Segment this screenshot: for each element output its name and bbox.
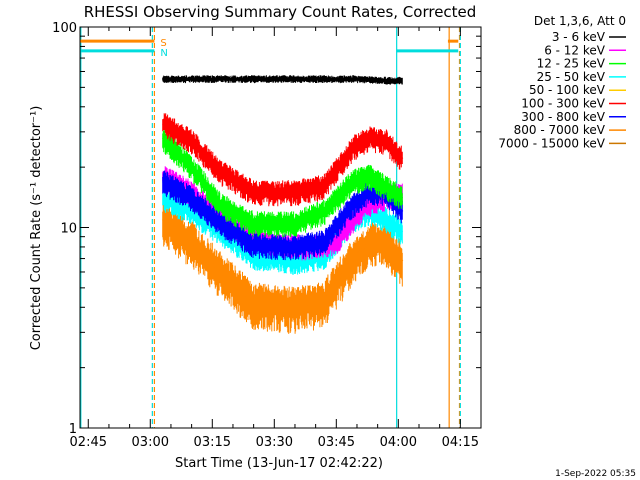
x-tick-label: 03:00 xyxy=(132,435,169,450)
legend-label: 3 - 6 keV xyxy=(552,30,606,44)
legend-label: 25 - 50 keV xyxy=(537,70,606,84)
footer-timestamp: 1-Sep-2022 05:35 xyxy=(555,469,636,479)
y-axis-label: Corrected Count Rate (s⁻¹ detector⁻¹) xyxy=(29,106,44,351)
x-tick-label: 03:15 xyxy=(194,435,231,450)
legend-label: 800 - 7000 keV xyxy=(514,123,606,137)
legend-label: 7000 - 15000 keV xyxy=(498,136,605,150)
axes: 1 10 100 02:45 03:00 03:15 03:30 03:45 04:00 04:1… xyxy=(52,21,482,450)
chart-title: RHESSI Observing Summary Count Rates, Co… xyxy=(84,3,477,21)
series-line-12-25- xyxy=(161,137,404,225)
legend-label: 12 - 25 keV xyxy=(537,57,606,71)
series-line-800-7000- xyxy=(162,218,404,309)
legend-label: 6 - 12 keV xyxy=(544,43,606,57)
y-tick-label: 1 xyxy=(69,422,77,437)
legend-label: 300 - 800 keV xyxy=(521,110,605,124)
series-line-3-6- xyxy=(162,78,403,82)
x-axis-label: Start Time (13-Jun-17 02:42:22) xyxy=(175,456,383,471)
x-tick-label: 03:45 xyxy=(318,435,355,450)
x-tick-label: 04:00 xyxy=(380,435,417,450)
y-tick-label: 10 xyxy=(60,222,77,237)
plot-data: SN xyxy=(80,27,461,428)
legend-title: Det 1,3,6, Att 0 xyxy=(534,14,626,28)
y-tick-label: 100 xyxy=(52,21,77,36)
legend-label: 50 - 100 keV xyxy=(529,83,606,97)
x-tick-label: 02:45 xyxy=(70,435,107,450)
x-tick-label: 04:15 xyxy=(442,435,479,450)
flag-label-s: S xyxy=(160,38,166,49)
x-tick-label: 03:30 xyxy=(256,435,293,450)
series-line-100-300- xyxy=(162,122,404,194)
flag-label-n: N xyxy=(160,48,167,59)
legend-label: 100 - 300 keV xyxy=(521,97,605,111)
